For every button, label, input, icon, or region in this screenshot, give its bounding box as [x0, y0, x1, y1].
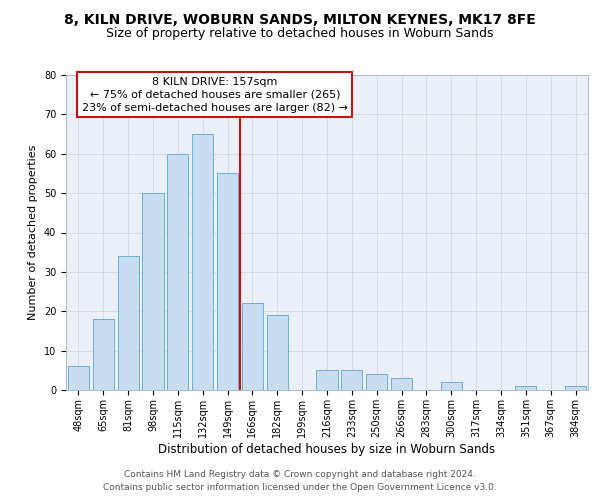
Text: 8, KILN DRIVE, WOBURN SANDS, MILTON KEYNES, MK17 8FE: 8, KILN DRIVE, WOBURN SANDS, MILTON KEYN… [64, 12, 536, 26]
Bar [565, 386, 586, 390]
Bar [515, 386, 536, 390]
Bar [93, 319, 114, 390]
Bar [118, 256, 139, 390]
Text: Contains HM Land Registry data © Crown copyright and database right 2024.
Contai: Contains HM Land Registry data © Crown c… [103, 470, 497, 492]
Text: Size of property relative to detached houses in Woburn Sands: Size of property relative to detached ho… [106, 28, 494, 40]
Bar [341, 370, 362, 390]
Bar [142, 193, 164, 390]
Text: 8 KILN DRIVE: 157sqm
← 75% of detached houses are smaller (265)
23% of semi-deta: 8 KILN DRIVE: 157sqm ← 75% of detached h… [82, 76, 348, 113]
Bar [217, 174, 238, 390]
Bar [366, 374, 387, 390]
Bar [267, 315, 288, 390]
Bar [167, 154, 188, 390]
Bar [192, 134, 213, 390]
Bar [441, 382, 462, 390]
Bar [242, 304, 263, 390]
X-axis label: Distribution of detached houses by size in Woburn Sands: Distribution of detached houses by size … [158, 442, 496, 456]
Bar [316, 370, 338, 390]
Bar [68, 366, 89, 390]
Y-axis label: Number of detached properties: Number of detached properties [28, 145, 38, 320]
Bar [391, 378, 412, 390]
